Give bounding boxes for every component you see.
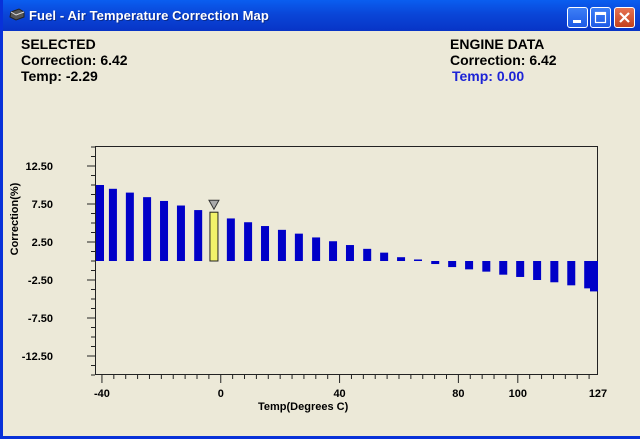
close-icon <box>619 12 630 23</box>
y-axis-title: Correction(%) <box>9 182 21 256</box>
maximize-icon <box>594 11 607 24</box>
close-button[interactable] <box>614 7 635 28</box>
app-icon <box>9 8 25 21</box>
minimize-button[interactable] <box>567 7 588 28</box>
selected-correction: Correction: 6.42 <box>21 52 128 68</box>
window-title: Fuel - Air Temperature Correction Map <box>29 8 269 23</box>
engine-heading: ENGINE DATA <box>450 36 545 52</box>
engine-correction: Correction: 6.42 <box>450 52 557 68</box>
minimize-icon <box>573 20 581 23</box>
maximize-button[interactable] <box>590 7 611 28</box>
selected-temp: Temp: -2.29 <box>21 68 98 84</box>
selected-heading: SELECTED <box>21 36 96 52</box>
title-bar[interactable]: Fuel - Air Temperature Correction Map <box>3 0 640 31</box>
x-axis-title: Temp(Degrees C) <box>258 401 349 413</box>
engine-temp: Temp: 0.00 <box>452 68 525 84</box>
plot-area[interactable] <box>95 146 598 375</box>
